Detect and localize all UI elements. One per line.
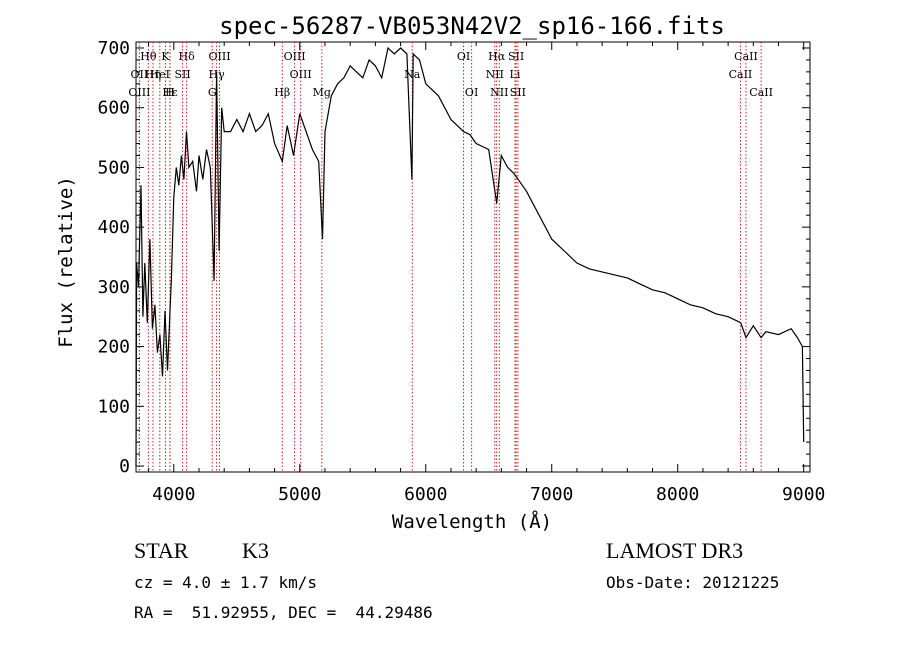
- object-class: STAR: [134, 538, 189, 563]
- spectral-line-label: OIII: [284, 50, 306, 63]
- y-tick-label: 600: [97, 98, 130, 119]
- survey-name: LAMOST DR3: [606, 538, 744, 563]
- spectral-line-label: CaII: [749, 86, 773, 99]
- spectral-line-label: OIII: [128, 86, 150, 99]
- spectral-line-label: Hβ: [274, 86, 290, 99]
- spectral-line-label: OI: [457, 50, 470, 63]
- object-subclass: K3: [242, 538, 269, 563]
- spectral-line-label: H: [165, 86, 175, 99]
- spectral-line-label: Hδ: [179, 50, 196, 63]
- spectral-line-label: Hα: [488, 50, 506, 63]
- spectral-line-label: SII: [510, 86, 526, 99]
- spectral-line-label: OIII: [208, 50, 230, 63]
- x-tick-label: 9000: [782, 484, 825, 505]
- y-axis-label: Flux (relative): [55, 176, 77, 348]
- spectral-line-label: SII: [174, 68, 190, 81]
- plot-frame: [135, 41, 811, 473]
- y-axis-ticks: 0 100 200 300 400 500 600 700: [97, 38, 810, 477]
- spectral-line-label: NII: [486, 68, 504, 81]
- spectral-line-label: Hε: [162, 86, 178, 99]
- spectral-line-label: OIII: [290, 68, 312, 81]
- y-tick-label: 400: [97, 217, 130, 238]
- spectral-line-label: NII: [490, 86, 508, 99]
- x-tick-label: 4000: [152, 484, 195, 505]
- spectral-line-label: OII: [131, 68, 149, 81]
- spectral-line-label: K: [161, 50, 170, 63]
- y-tick-label: 200: [97, 337, 130, 358]
- chart-title: spec-56287-VB053N42V2_sp16-166.fits: [219, 12, 725, 40]
- x-tick-label: 8000: [656, 484, 699, 505]
- spectrum-series-line: [135, 46, 805, 467]
- redshift-velocity: cz = 4.0 ± 1.7 km/s: [134, 573, 318, 592]
- sky-coordinates: RA = 51.92955, DEC = 44.29486: [134, 603, 433, 622]
- y-tick-label: 300: [97, 277, 130, 298]
- spectral-line-label: Hη: [145, 68, 161, 81]
- spectral-line-label: G: [208, 86, 217, 99]
- x-axis-ticks: 4000 5000 6000 7000 8000 9000: [148, 42, 825, 505]
- y-tick-label: 100: [97, 396, 130, 417]
- observation-date: Obs-Date: 20121225: [606, 573, 780, 592]
- spectral-line-label: SII: [508, 50, 524, 63]
- spectral-line-label: CaII: [734, 50, 758, 63]
- x-tick-label: 6000: [404, 484, 447, 505]
- x-tick-label: 7000: [530, 484, 573, 505]
- spectral-line-markers: [138, 42, 762, 472]
- x-axis-label: Wavelength (Å): [392, 510, 552, 533]
- spectral-line-label: CaII: [729, 68, 753, 81]
- y-tick-label: 0: [119, 456, 130, 477]
- y-tick-label: 500: [97, 157, 130, 178]
- x-tick-label: 5000: [278, 484, 321, 505]
- spectral-line-label: HeI: [150, 68, 170, 81]
- y-tick-label: 700: [97, 38, 130, 59]
- spectral-line-label: Hθ: [140, 50, 157, 63]
- spectral-line-label: OI: [465, 86, 478, 99]
- spectral-line-label: Mg: [313, 86, 331, 99]
- spectral-line-label: Li: [510, 68, 521, 81]
